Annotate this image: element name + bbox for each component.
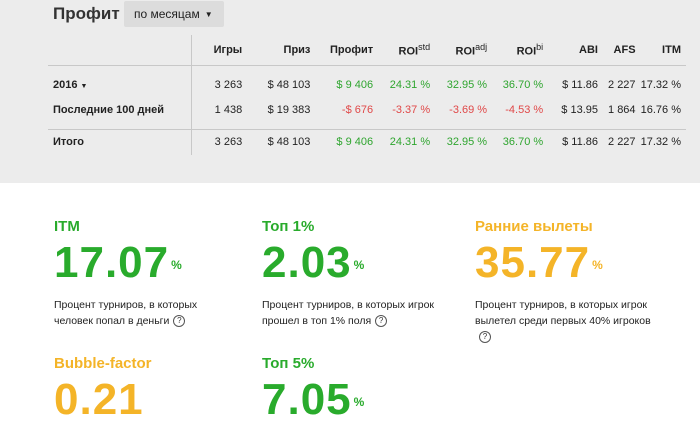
table-total-row: Итого 3 263 $ 48 103 $ 9 406 24.31 % 32.… <box>48 128 686 155</box>
abi-cell: $ 11.86 <box>548 128 603 155</box>
prize-cell: $ 48 103 <box>247 128 316 155</box>
caret-down-icon: ▼ <box>204 9 213 19</box>
early-exits-metric: Ранние вылеты 35.77% Процент турниров, в… <box>475 218 665 345</box>
period-dropdown-label: по месяцам <box>134 7 200 21</box>
top1-metric: Топ 1% 2.03% Процент турниров, в которых… <box>262 218 447 329</box>
row-name-cell: Последние 100 дней <box>53 103 165 116</box>
period-dropdown[interactable]: по месяцам ▼ <box>124 1 224 27</box>
prize-cell: $ 48 103 <box>267 78 311 91</box>
metric-label: Топ 1% <box>262 218 315 235</box>
afs-cell: 2 227 <box>603 128 641 155</box>
profit-cell: -$ 676 <box>341 103 374 116</box>
table-header-row: Игры Приз Профит ROIstd ROIadj ROIbi ABI… <box>48 35 686 66</box>
metric-description: Процент турниров, в которых игрок прошел… <box>262 299 435 328</box>
profit-cell: $ 9 406 <box>315 128 379 155</box>
help-icon[interactable]: ? <box>173 315 186 328</box>
roi-std-cell: -3.37 % <box>392 103 431 116</box>
column-header-roi-adj[interactable]: ROIadj <box>435 35 493 66</box>
percent-sup: % <box>353 395 365 409</box>
prize-cell: $ 19 383 <box>267 103 311 116</box>
afs-cell: 2 227 <box>608 78 636 91</box>
metric-value: 0.21 <box>54 375 144 424</box>
roi-bi-sup: bi <box>536 41 544 52</box>
metric-label: ITM <box>54 218 80 235</box>
itm-cell: 16.76 % <box>640 103 681 116</box>
help-icon[interactable]: ? <box>479 331 491 344</box>
abi-cell: $ 11.86 <box>562 78 598 91</box>
roi-std-cell: 24.31 % <box>389 78 431 91</box>
games-cell: 1 438 <box>190 97 248 122</box>
games-cell: 3 263 <box>190 128 248 155</box>
roi-bi-cell: 36.70 % <box>502 78 544 91</box>
roi-adj-sup: adj <box>475 41 488 52</box>
metric-label: Bubble-factor <box>54 355 152 372</box>
bubble-factor-metric: Bubble-factor 0.21 <box>54 355 152 422</box>
profit-panel: Профит по месяцам ▼ Игры Приз Профит ROI… <box>0 0 700 183</box>
roi-adj-cell: -3.69 % <box>449 103 488 116</box>
roi-bi-cell: 36.70 % <box>492 128 549 155</box>
metric-label: Топ 5% <box>262 355 315 372</box>
itm-cell: 17.32 % <box>640 78 681 91</box>
itm-metric: ITM 17.07% Процент турниров, в которых ч… <box>54 218 214 329</box>
roi-std-cell: 24.31 % <box>378 128 436 155</box>
roi-adj-cell: 32.95 % <box>446 78 488 91</box>
games-cell: 3 263 <box>190 72 248 97</box>
column-header-games[interactable]: Игры <box>190 35 248 66</box>
row-name-cell[interactable]: 2016 ▼ <box>53 78 88 91</box>
itm-cell: 17.32 % <box>640 128 686 155</box>
profit-cell: $ 9 406 <box>336 78 374 91</box>
roi-std-sup: std <box>418 41 431 52</box>
table-row[interactable]: 2016 ▼ 3 263 $ 48 103 $ 9 406 24.31 % 32.… <box>48 72 686 97</box>
metric-value: 2.03% <box>262 238 365 287</box>
column-header-prize[interactable]: Приз <box>247 35 316 66</box>
metric-description: Процент турниров, в которых человек попа… <box>54 299 198 328</box>
column-header-profit[interactable]: Профит <box>315 35 379 66</box>
percent-sup: % <box>353 258 365 272</box>
abi-cell: $ 13.95 <box>561 103 598 116</box>
percent-sup: % <box>592 258 603 272</box>
page-title: Профит <box>53 4 120 23</box>
column-header-abi[interactable]: ABI <box>548 35 603 66</box>
metric-value: 7.05% <box>262 375 365 424</box>
afs-cell: 1 864 <box>608 103 636 116</box>
metric-value: 35.77% <box>475 238 603 287</box>
column-header-itm[interactable]: ITM <box>640 35 686 66</box>
profit-table: Игры Приз Профит ROIstd ROIadj ROIbi ABI… <box>48 35 686 155</box>
column-header-roi-bi[interactable]: ROIbi <box>492 35 549 66</box>
top5-metric: Топ 5% 7.05% <box>262 355 364 422</box>
roi-bi-cell: -4.53 % <box>505 103 544 116</box>
column-header-afs[interactable]: AFS <box>603 35 641 66</box>
total-name-cell: Итого <box>48 128 192 155</box>
percent-sup: % <box>171 258 182 272</box>
column-header-name <box>48 35 192 66</box>
roi-adj-cell: 32.95 % <box>435 128 493 155</box>
column-header-roi-std[interactable]: ROIstd <box>378 35 436 66</box>
caret-down-icon: ▼ <box>80 82 88 90</box>
help-icon[interactable]: ? <box>375 315 388 328</box>
table-row[interactable]: Последние 100 дней 1 438 $ 19 383 -$ 676… <box>48 97 686 122</box>
metric-label: Ранние вылеты <box>475 218 593 235</box>
metric-description: Процент турниров, в которых игрок вылете… <box>475 299 651 344</box>
metric-value: 17.07% <box>54 238 182 287</box>
